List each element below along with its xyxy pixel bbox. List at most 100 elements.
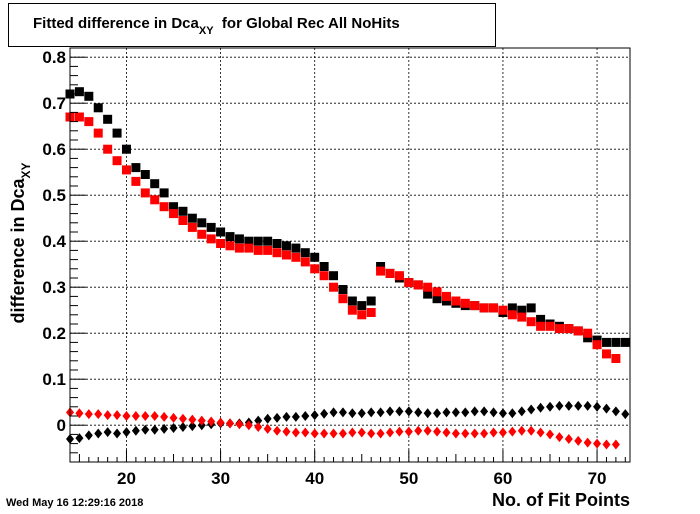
data-markers [65,87,630,450]
series-1 [65,112,621,363]
data-point [253,236,263,246]
data-point [301,411,310,421]
data-point [281,241,291,251]
data-point [131,425,140,436]
data-point [573,326,583,336]
data-point [376,266,386,276]
data-point [480,428,489,439]
data-point [94,428,103,439]
chart-title: Fitted difference in DcaXY for Global Re… [33,15,400,37]
data-point [94,409,103,420]
data-point [150,424,159,435]
data-point [93,128,103,138]
data-point [319,262,329,271]
data-point [140,188,150,198]
data-point [461,407,470,418]
data-point [508,408,517,419]
data-point [536,427,545,438]
data-point [206,234,216,244]
x-tick-label: 70 [588,469,607,488]
y-tick-label: 0.6 [42,140,66,159]
chart-title-box: Fitted difference in DcaXY for Global Re… [8,3,496,47]
data-point [394,271,404,281]
y-tick-label: 0.7 [42,94,66,113]
data-point [159,188,169,198]
data-point [244,243,254,253]
data-point [517,312,527,322]
data-point [216,239,226,248]
data-point [272,239,282,248]
data-point [188,414,197,425]
data-point [574,435,583,446]
data-point [593,401,602,412]
data-point [433,426,442,437]
data-point [159,202,169,212]
y-axis-label-main: difference in Dca [8,178,28,324]
data-point [442,427,451,438]
data-point [178,216,188,225]
data-point [112,156,122,166]
data-point [592,335,602,345]
data-point [187,222,197,232]
grid-lines [70,48,630,462]
data-point [74,87,84,97]
data-point [508,426,517,437]
data-point [385,268,395,278]
data-point [479,303,489,313]
data-point [216,227,226,237]
data-point [150,411,159,421]
data-point [310,252,320,262]
data-point [470,406,479,417]
data-point [611,354,621,363]
data-point [103,114,113,124]
data-point [601,337,611,347]
data-point [329,271,339,281]
data-point [254,415,263,426]
data-point [470,301,480,311]
data-point [621,409,630,420]
x-axis-label: No. of Fit Points [492,490,630,510]
data-point [414,425,423,436]
data-point [536,321,546,331]
data-point [602,403,611,414]
data-point [338,407,347,418]
data-point [141,411,150,421]
data-point [526,303,536,313]
data-point [546,401,554,412]
plot-frame [69,47,631,463]
title-subscript: XY [198,25,214,37]
data-point [489,407,498,418]
data-point [526,317,536,327]
data-point [404,278,414,288]
data-point [160,411,169,422]
title-main: Fitted difference in Dca [33,15,199,32]
data-point [121,144,131,154]
data-point [206,222,216,232]
data-point [75,408,84,419]
data-point [234,234,244,244]
data-point [611,439,620,450]
data-point [423,282,433,292]
series-2 [66,400,630,444]
data-point [113,428,122,439]
x-tick-label: 30 [211,469,230,488]
data-point [253,245,263,255]
data-point [197,218,207,228]
data-point [441,296,451,306]
data-point [178,206,188,216]
data-point [338,294,348,304]
data-point [300,248,310,258]
data-point [112,128,122,138]
data-point [451,428,460,439]
data-point [122,427,131,438]
data-point [291,427,300,438]
data-point [320,408,329,419]
data-point [441,291,451,301]
data-point [583,437,592,448]
data-point [272,248,282,258]
data-point [620,337,630,347]
data-point [517,425,526,436]
data-point [442,407,451,418]
data-point [461,428,470,439]
data-point [470,428,479,439]
